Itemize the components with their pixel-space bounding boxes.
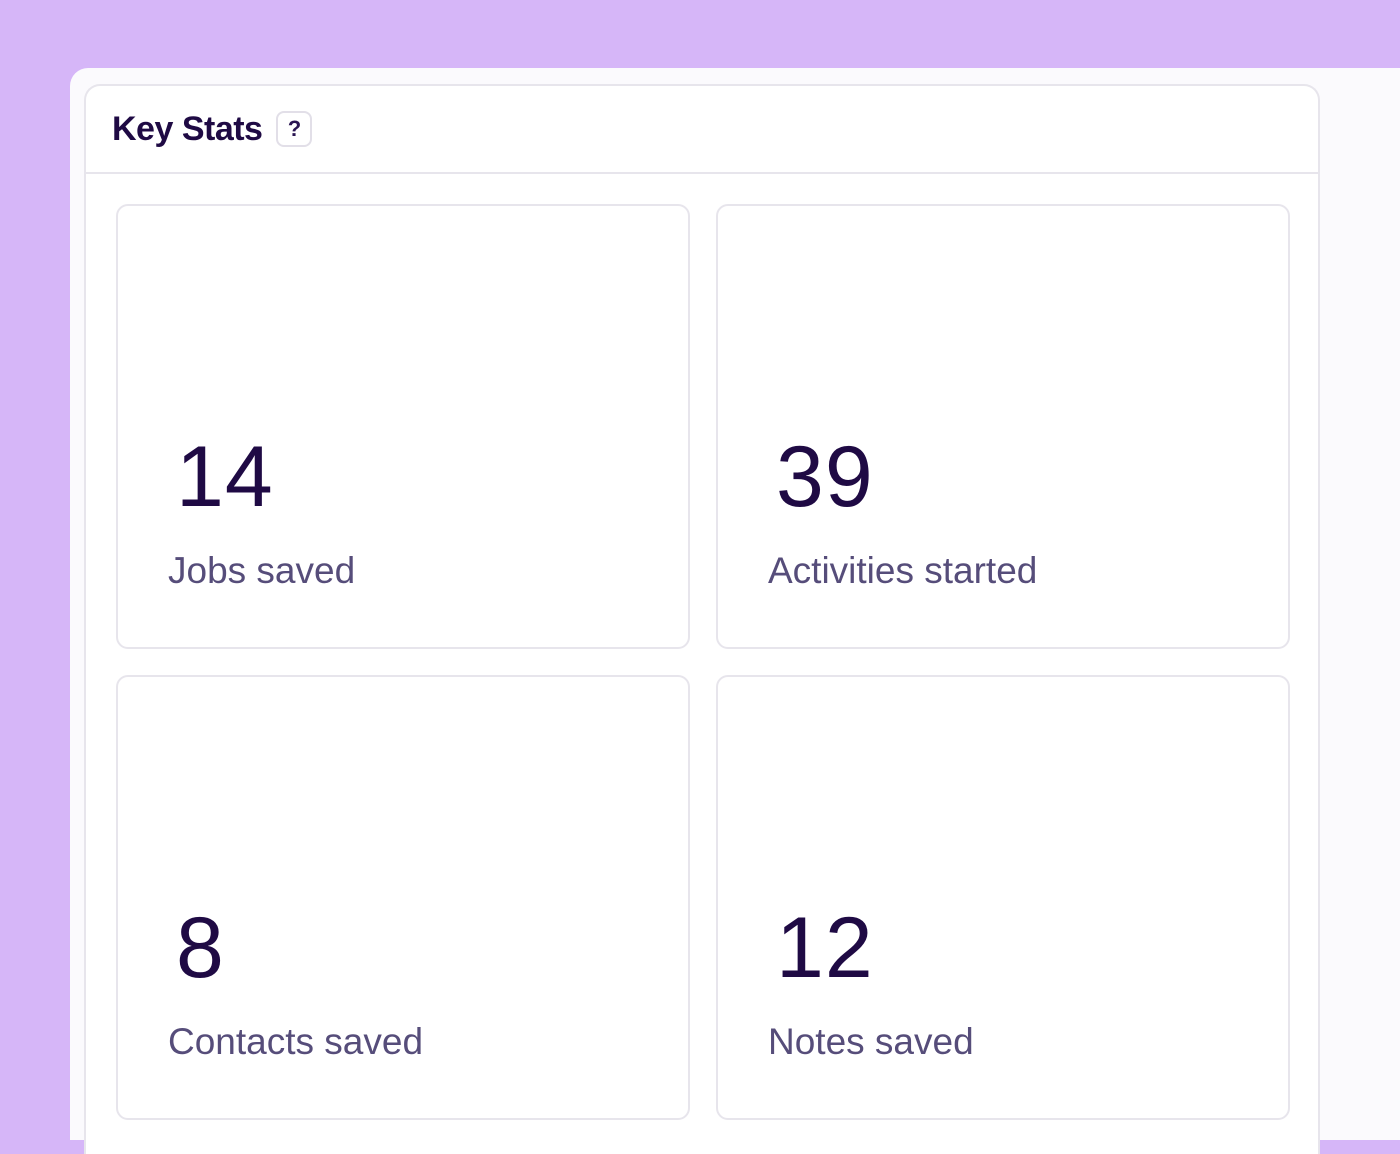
card-title: Key Stats [112, 109, 263, 148]
stat-value: 14 [176, 429, 274, 525]
stat-value: 8 [176, 900, 225, 996]
stat-label: Notes saved [768, 1021, 974, 1062]
stats-grid: 14 Jobs saved 39 Activities started 8 Co… [116, 204, 1290, 1120]
app-window: Key Stats ? 14 Jobs saved 39 Activities … [70, 68, 1400, 1154]
stat-label: Contacts saved [168, 1021, 424, 1062]
card-header: Key Stats ? [86, 86, 1318, 174]
help-button[interactable]: ? [276, 111, 313, 147]
stat-tile-contacts-saved: 8 Contacts saved [116, 675, 690, 1120]
stat-label: Activities started [768, 550, 1038, 591]
stat-tile-activities-started: 39 Activities started [716, 204, 1290, 649]
stat-value: 39 [776, 429, 874, 525]
stat-value: 12 [776, 900, 874, 996]
stat-tile-jobs-saved: 14 Jobs saved [116, 204, 690, 649]
stat-tile-notes-saved: 12 Notes saved [716, 675, 1290, 1120]
stat-label: Jobs saved [168, 550, 356, 591]
key-stats-card: Key Stats ? 14 Jobs saved 39 Activities … [84, 84, 1320, 1154]
